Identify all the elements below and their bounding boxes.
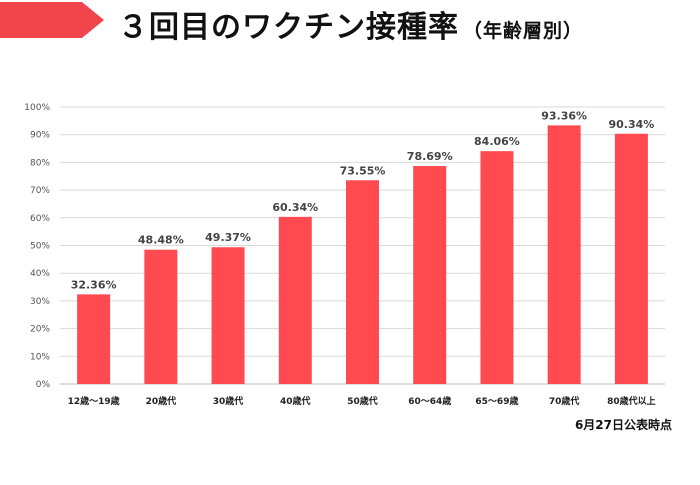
page-title: ３回目のワクチン接種率 （年齢層別） xyxy=(118,2,583,46)
x-tick-label: 60～64歳 xyxy=(408,395,451,407)
title-accent-arrow xyxy=(82,2,104,38)
y-tick-label: 50% xyxy=(30,242,50,252)
data-label: 49.37% xyxy=(205,231,251,244)
y-tick-label: 90% xyxy=(30,131,50,141)
data-label: 78.69% xyxy=(407,150,453,163)
footnote-date: 6月27日公表時点 xyxy=(574,418,672,432)
data-label: 60.34% xyxy=(272,201,318,214)
y-tick-label: 40% xyxy=(30,269,50,279)
bar xyxy=(77,294,111,384)
title-main: ３回目のワクチン接種率 xyxy=(118,10,459,45)
title-banner: ３回目のワクチン接種率 （年齢層別） xyxy=(0,0,700,45)
data-label: 93.36% xyxy=(541,109,587,122)
x-tick-label: 40歳代 xyxy=(280,395,311,407)
y-tick-label: 100% xyxy=(24,103,50,113)
bar xyxy=(144,249,178,384)
bar xyxy=(614,133,648,384)
x-tick-label: 30歳代 xyxy=(213,395,244,407)
y-tick-label: 70% xyxy=(30,186,50,196)
data-label: 73.55% xyxy=(340,164,386,177)
data-label: 84.06% xyxy=(474,135,520,148)
data-label: 32.36% xyxy=(71,278,117,291)
x-tick-label: 80歳代以上 xyxy=(607,395,656,407)
bar xyxy=(278,216,312,384)
x-tick-label: 70歳代 xyxy=(549,395,580,407)
bar xyxy=(413,166,447,384)
title-accent-block xyxy=(0,2,82,38)
data-label: 90.34% xyxy=(608,118,654,131)
bar xyxy=(211,247,245,384)
data-label: 48.48% xyxy=(138,234,184,247)
y-tick-label: 20% xyxy=(30,325,50,335)
bar xyxy=(346,180,379,384)
x-tick-label: 65～69歳 xyxy=(475,395,518,407)
y-tick-label: 80% xyxy=(30,158,50,168)
bar xyxy=(547,125,581,385)
y-tick-label: 30% xyxy=(30,297,50,307)
y-tick-label: 0% xyxy=(36,380,51,390)
title-sub: （年齢層別） xyxy=(463,20,584,42)
y-tick-label: 60% xyxy=(30,214,50,224)
x-tick-label: 20歳代 xyxy=(146,395,177,407)
x-tick-label: 50歳代 xyxy=(347,395,378,407)
bar xyxy=(480,151,514,384)
x-tick-label: 12歳～19歳 xyxy=(68,395,120,407)
y-tick-label: 10% xyxy=(30,352,50,362)
